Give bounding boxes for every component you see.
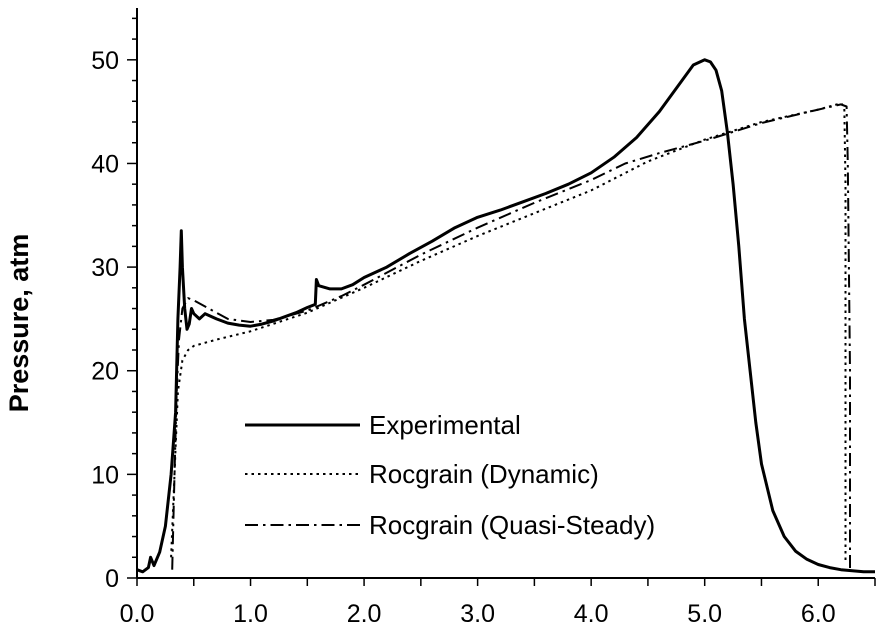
legend: Experimental Rocgrain (Dynamic) Rocgrain (… bbox=[245, 410, 655, 540]
legend-label-3: Rocgrain (Quasi-Steady) bbox=[369, 510, 655, 540]
y-axis-title: Pressure, atm bbox=[4, 234, 34, 413]
y-tick-label: 0 bbox=[105, 565, 119, 593]
x-tick-label: 2.0 bbox=[347, 600, 382, 628]
x-tick-label: 1.0 bbox=[233, 600, 268, 628]
x-tick-label: 3.0 bbox=[460, 600, 495, 628]
series-line-1 bbox=[136, 58, 875, 574]
y-tick-label: 20 bbox=[91, 358, 119, 386]
legend-label-1: Experimental bbox=[369, 410, 521, 440]
axes: 0 10 20 30 40 50 0.0 1.0 2.0 3.0 4.0 5.0 6.0 bbox=[91, 8, 876, 628]
x-tick-label: 6.0 bbox=[801, 600, 836, 628]
x-tick-label: 0.0 bbox=[120, 600, 155, 628]
series-line-3 bbox=[171, 103, 851, 573]
x-tick-label: 5.0 bbox=[687, 600, 722, 628]
y-tick-label: 40 bbox=[91, 150, 119, 178]
legend-label-2: Rocgrain (Dynamic) bbox=[369, 459, 599, 489]
series-layer bbox=[136, 58, 875, 574]
y-tick-label: 30 bbox=[91, 254, 119, 282]
y-tick-label: 10 bbox=[91, 461, 119, 489]
y-tick-label: 50 bbox=[91, 47, 119, 75]
series-line-2 bbox=[170, 102, 847, 563]
x-tick-label: 4.0 bbox=[574, 600, 609, 628]
